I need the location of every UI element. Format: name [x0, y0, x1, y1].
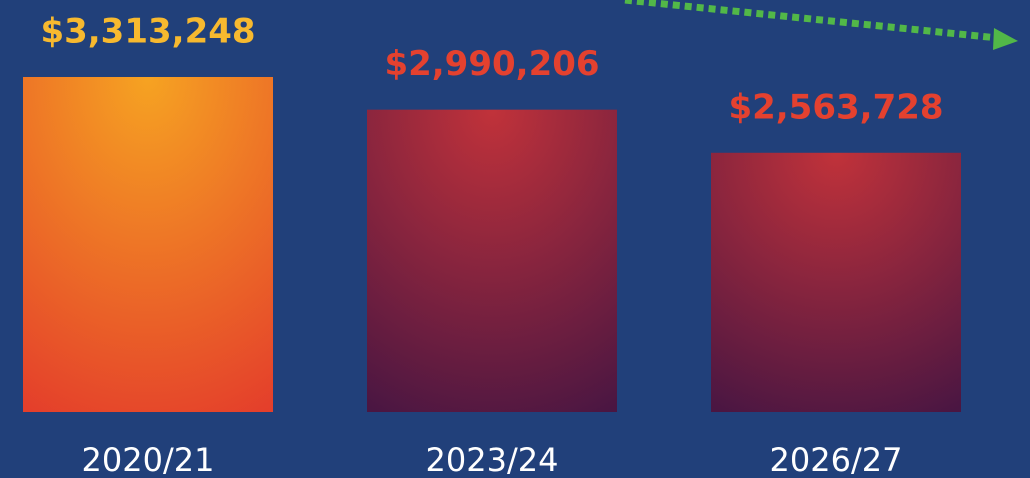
category-label: 2023/24 [426, 441, 559, 478]
category-label: 2026/27 [770, 441, 903, 478]
arrow-head [993, 28, 1018, 50]
value-label: $2,563,728 [728, 87, 943, 127]
value-label: $3,313,248 [40, 12, 255, 52]
value-label: $2,990,206 [384, 44, 599, 84]
bar [711, 152, 961, 413]
bar [367, 109, 617, 412]
category-label: 2020/21 [82, 441, 215, 478]
trend-arrow [624, 0, 1018, 50]
trend-line [624, 0, 999, 42]
bar [23, 77, 273, 412]
